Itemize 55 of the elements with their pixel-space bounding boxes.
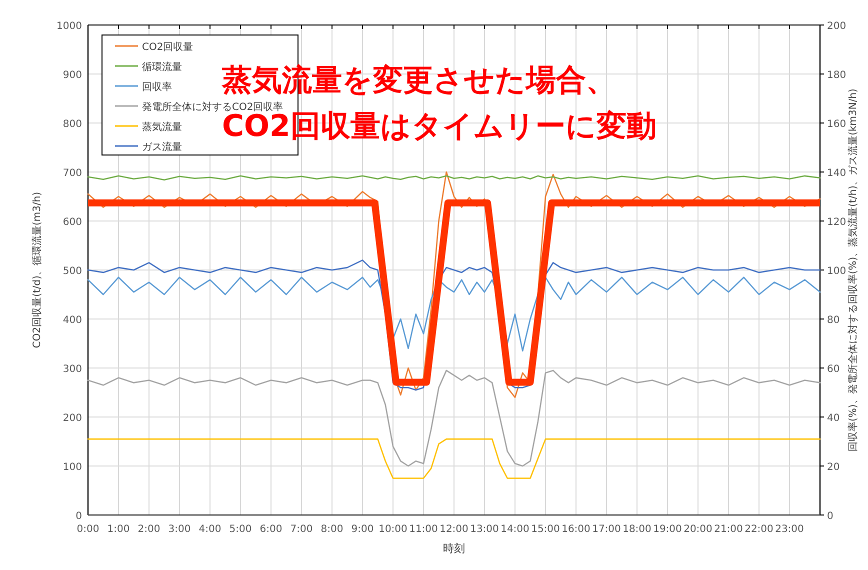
x-tick-label: 11:00 bbox=[409, 524, 438, 535]
x-tick-label: 12:00 bbox=[440, 524, 468, 535]
x-tick-label: 3:00 bbox=[168, 524, 191, 535]
y-tick-label: 300 bbox=[62, 364, 82, 375]
y2-tick-label: 120 bbox=[827, 217, 846, 228]
x-tick-label: 10:00 bbox=[378, 524, 408, 535]
y2-tick-label: 200 bbox=[827, 21, 846, 32]
y-tick-label: 600 bbox=[62, 217, 82, 228]
x-tick-label: 5:00 bbox=[229, 524, 252, 535]
x-tick-label: 18:00 bbox=[622, 524, 652, 535]
y-tick-label: 0 bbox=[76, 511, 82, 522]
x-tick-label: 17:00 bbox=[592, 524, 621, 535]
x-tick-label: 22:00 bbox=[744, 524, 774, 535]
y-tick-label: 400 bbox=[62, 315, 82, 326]
y-tick-label: 1000 bbox=[56, 21, 82, 32]
legend-label: 発電所全体に対するCO2回収率 bbox=[142, 101, 284, 113]
x-tick-label: 14:00 bbox=[500, 524, 530, 535]
y-tick-label: 700 bbox=[62, 168, 82, 179]
x-tick-label: 19:00 bbox=[653, 524, 682, 535]
y-tick-label: 200 bbox=[62, 413, 82, 424]
x-tick-label: 15:00 bbox=[531, 524, 560, 535]
y2-tick-label: 100 bbox=[827, 266, 846, 277]
x-tick-label: 2:00 bbox=[138, 524, 160, 535]
y-tick-label: 500 bbox=[62, 266, 82, 277]
legend-label: ガス流量 bbox=[142, 141, 182, 153]
x-axis-title: 時刻 bbox=[443, 542, 465, 555]
y2-tick-label: 140 bbox=[827, 168, 846, 179]
y-tick-label: 900 bbox=[62, 70, 82, 81]
x-tick-label: 0:00 bbox=[76, 524, 100, 535]
y2-tick-label: 60 bbox=[827, 364, 840, 375]
y2-tick-label: 0 bbox=[827, 511, 834, 522]
y2-tick-label: 80 bbox=[827, 315, 840, 326]
y2-tick-label: 40 bbox=[827, 413, 840, 424]
y2-tick-label: 160 bbox=[827, 119, 846, 130]
legend-label: 蒸気流量 bbox=[142, 121, 182, 133]
x-tick-label: 1:00 bbox=[107, 524, 130, 535]
y2-tick-label: 20 bbox=[827, 462, 840, 473]
x-tick-label: 21:00 bbox=[714, 524, 743, 535]
x-tick-label: 13:00 bbox=[470, 524, 499, 535]
y-tick-label: 100 bbox=[62, 462, 82, 473]
x-tick-label: 23:00 bbox=[775, 524, 804, 535]
x-tick-label: 7:00 bbox=[290, 524, 313, 535]
y2-tick-label: 180 bbox=[827, 70, 846, 81]
x-tick-label: 4:00 bbox=[198, 524, 222, 535]
legend-label: CO2回収量 bbox=[142, 41, 194, 53]
y-tick-label: 800 bbox=[62, 119, 82, 130]
y-axis-title: CO2回収量(t/d)、循環流量(m3/h) bbox=[31, 192, 43, 348]
x-tick-label: 16:00 bbox=[562, 524, 590, 535]
x-tick-label: 8:00 bbox=[320, 524, 344, 535]
x-tick-label: 20:00 bbox=[684, 524, 712, 535]
x-tick-label: 6:00 bbox=[260, 524, 282, 535]
legend-label: 循環流量 bbox=[142, 61, 182, 73]
x-tick-label: 9:00 bbox=[351, 524, 374, 535]
y2-axis-title: 回収率(%)、発電所全体に対する回収率(%)、蒸気流量(t/h)、ガス流量(km3N/h) bbox=[847, 88, 859, 452]
legend-label: 回収率 bbox=[142, 81, 172, 93]
